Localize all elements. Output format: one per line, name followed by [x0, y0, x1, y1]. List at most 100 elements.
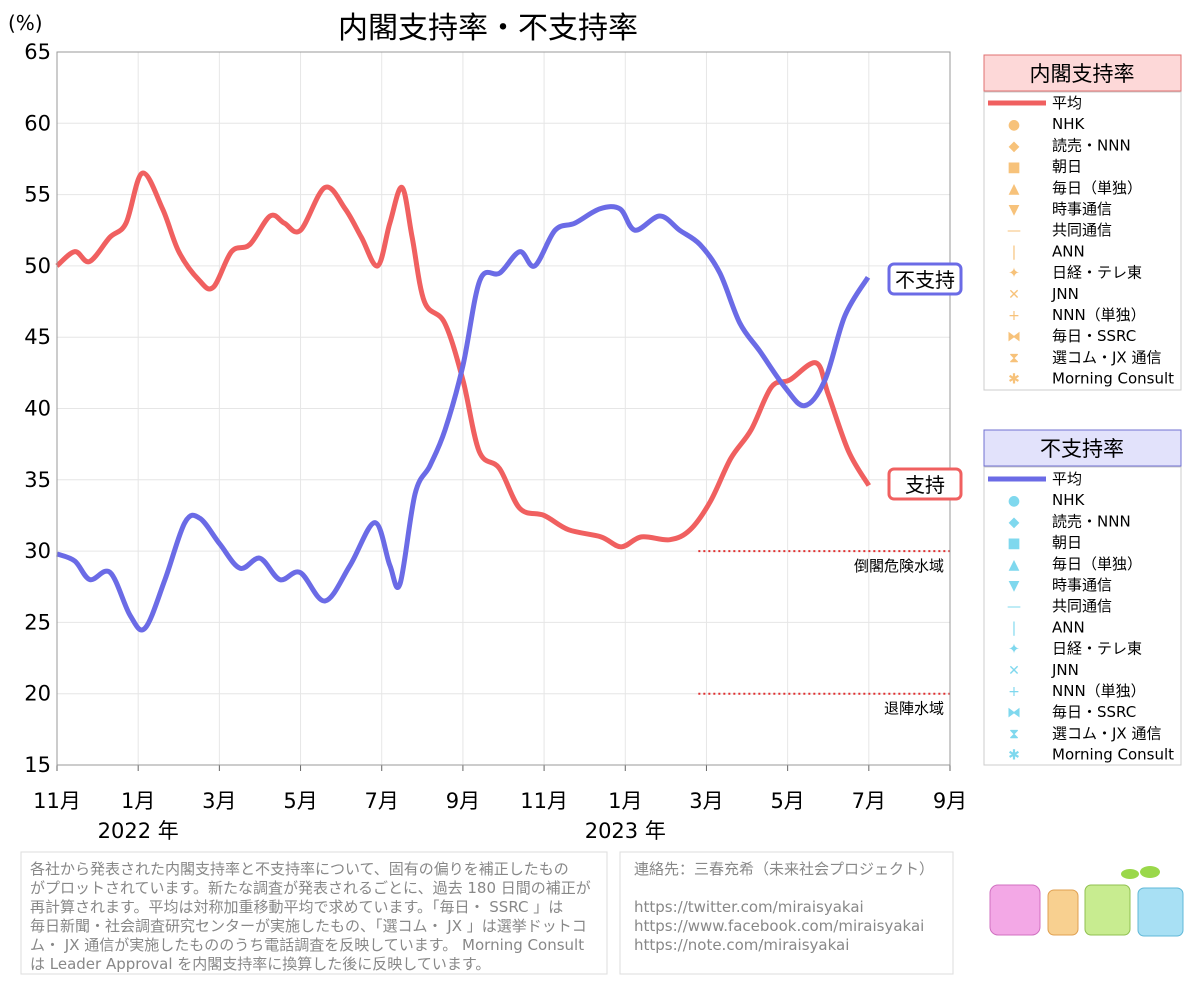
legend-marker-icon: |: [1012, 620, 1017, 636]
legend-marker-icon: ▼: [1009, 202, 1020, 218]
legend-marker-icon: ●: [1008, 117, 1020, 133]
legend-marker-icon: ●: [1008, 493, 1020, 509]
x-tick-label: 3月: [202, 789, 236, 813]
legend-marker-icon: +: [1008, 308, 1020, 324]
legend-marker-icon: |: [1012, 244, 1017, 260]
legend-marker-icon: ◆: [1009, 514, 1020, 530]
y-tick-label: 25: [24, 610, 51, 634]
y-tick-label: 30: [24, 539, 51, 563]
series-lines: [55, 170, 871, 633]
note-line: は Leader Approval を内閣支持率に換算した後に反映しています。: [30, 955, 490, 973]
contact-box: 連絡先：三春充希（未来社会プロジェクト） https://twitter.com…: [619, 851, 954, 975]
x-tick-label: 9月: [933, 789, 967, 813]
svg-text:不支持: 不支持: [895, 268, 955, 292]
x-tick-label: 1月: [608, 789, 642, 813]
legend-marker-icon: ▲: [1009, 557, 1020, 573]
legend-oppose-title: 不支持率: [1040, 437, 1124, 461]
x-tick-label: 9月: [446, 789, 480, 813]
x-tick-label: 3月: [689, 789, 723, 813]
legend-support: 内閣支持率 平均 ● NHK ◆ 読売・NNN ■ 朝日 ▲ 毎日（単独） ▼ 時事通信 — 共同通信 |…: [983, 54, 1182, 391]
y-tick-label: 20: [24, 682, 51, 706]
legend-item: 平均: [1052, 470, 1082, 488]
legend-item: Morning Consult: [1052, 370, 1174, 388]
contact-link[interactable]: https://www.facebook.com/miraisyakai: [634, 917, 924, 935]
x-tick-label: 5月: [770, 789, 804, 813]
note-line: 各社から発表された内閣支持率と不支持率について、固有の偏りを補正したもの: [30, 860, 569, 878]
legend-marker-icon: ✕: [1008, 663, 1020, 679]
note-line: がプロットされています。新たな調査が発表されるごとに、過去 180 日間の補正が: [30, 879, 591, 897]
x-tick-label: 5月: [283, 789, 317, 813]
contact-link[interactable]: https://note.com/miraisyakai: [634, 936, 849, 954]
y-tick-label: 55: [24, 183, 51, 207]
end-label-support: 支持: [887, 467, 963, 501]
legend-item: 毎日（単独）: [1052, 179, 1142, 197]
contact-link[interactable]: https://twitter.com/miraisyakai: [634, 898, 864, 916]
legend-item: JNN: [1051, 661, 1079, 679]
legend-item: 日経・テレ東: [1052, 264, 1142, 282]
chart-title: 内閣支持率・不支持率: [338, 11, 638, 46]
legend-item: NNN（単独）: [1052, 682, 1146, 700]
legend-marker-icon: ▲: [1009, 181, 1020, 197]
x-tick-label: 11月: [520, 789, 568, 813]
legend-item: 時事通信: [1052, 576, 1112, 594]
note-line: 再計算されます。平均は対称加重移動平均で求めています。「毎日・ SSRC 」は: [30, 898, 563, 916]
x-tick-label: 7月: [852, 789, 886, 813]
x-tick-label: 1月: [121, 789, 155, 813]
grid: [56, 51, 951, 766]
note-box: 各社から発表された内閣支持率と不支持率について、固有の偏りを補正したものがプロッ…: [20, 851, 608, 975]
legend-marker-icon: ⧗: [1009, 350, 1019, 366]
support-average-line: [55, 170, 871, 550]
legend-item: 読売・NNN: [1052, 512, 1131, 530]
legend-item: JNN: [1051, 285, 1079, 303]
y-tick-label: 60: [24, 111, 51, 135]
x-tick-label: 7月: [365, 789, 399, 813]
legend-marker-icon: ✱: [1008, 748, 1020, 764]
logo: [989, 866, 1184, 937]
legend-item: NHK: [1052, 115, 1086, 133]
legend-oppose: 不支持率 平均 ● NHK ◆ 読売・NNN ■ 朝日 ▲ 毎日（単独） ▼ 時事通信 — 共同通信 | A…: [983, 429, 1182, 766]
legend-marker-icon: ◆: [1009, 138, 1020, 154]
legend-item: Morning Consult: [1052, 746, 1174, 764]
legend-item: 日経・テレ東: [1052, 640, 1142, 658]
legend-marker-icon: ■: [1007, 536, 1020, 552]
legend-item: 平均: [1052, 94, 1082, 112]
legend-marker-icon: ✦: [1008, 266, 1020, 282]
legend-marker-icon: ⧓: [1007, 329, 1021, 345]
svg-text:支持: 支持: [905, 473, 945, 497]
y-tick-label: 40: [24, 397, 51, 421]
legend-marker-icon: ⧓: [1007, 705, 1021, 721]
legend-item: 共同通信: [1052, 597, 1112, 615]
legend-marker-icon: ■: [1007, 160, 1020, 176]
y-tick-label: 35: [24, 468, 51, 492]
legend-item: ANN: [1052, 242, 1085, 260]
contact-title: 連絡先：三春充希（未来社会プロジェクト）: [634, 860, 934, 878]
legend-marker-icon: ▼: [1009, 578, 1020, 594]
oppose-average-line: [56, 204, 871, 633]
y-tick-label: 15: [24, 753, 51, 777]
legend-marker-icon: +: [1008, 684, 1020, 700]
year-label: 2022 年: [98, 819, 179, 843]
y-tick-label: 45: [24, 325, 51, 349]
legend-item: 読売・NNN: [1052, 136, 1131, 154]
legend-marker-icon: ✕: [1008, 287, 1020, 303]
y-axis-label: (%): [8, 11, 43, 35]
legend-item: ANN: [1052, 618, 1085, 636]
legend-item: 朝日: [1052, 534, 1082, 552]
legend-marker-icon: —: [1007, 599, 1021, 615]
axis-ticks: 65 60 55 50 45 40 35 30 25 20 15 11月 1月 3月 5月 7月 9月 11月 1月…: [24, 40, 967, 843]
legend-item: 共同通信: [1052, 221, 1112, 239]
legend-item: NNN（単独）: [1052, 306, 1146, 324]
legend-item: 毎日（単独）: [1052, 555, 1142, 573]
plot-frame: [56, 51, 951, 766]
note-line: ム・ JX 通信が実施したもののうち電話調査を反映しています。 Morning …: [30, 936, 584, 954]
legend-item: 選コム・JX 通信: [1052, 724, 1161, 742]
legend-item: 毎日・SSRC: [1052, 327, 1136, 345]
legend-item: 毎日・SSRC: [1052, 703, 1136, 721]
legend-marker-icon: ✱: [1008, 372, 1020, 388]
legend-item: 朝日: [1052, 158, 1082, 176]
note-line: 毎日新聞・社会調査研究センターが実施したもの、「選コム・ JX 」は選挙ドットコ: [30, 917, 587, 935]
legend-marker-icon: ⧗: [1009, 726, 1019, 742]
legend-marker-icon: ✦: [1008, 642, 1020, 658]
